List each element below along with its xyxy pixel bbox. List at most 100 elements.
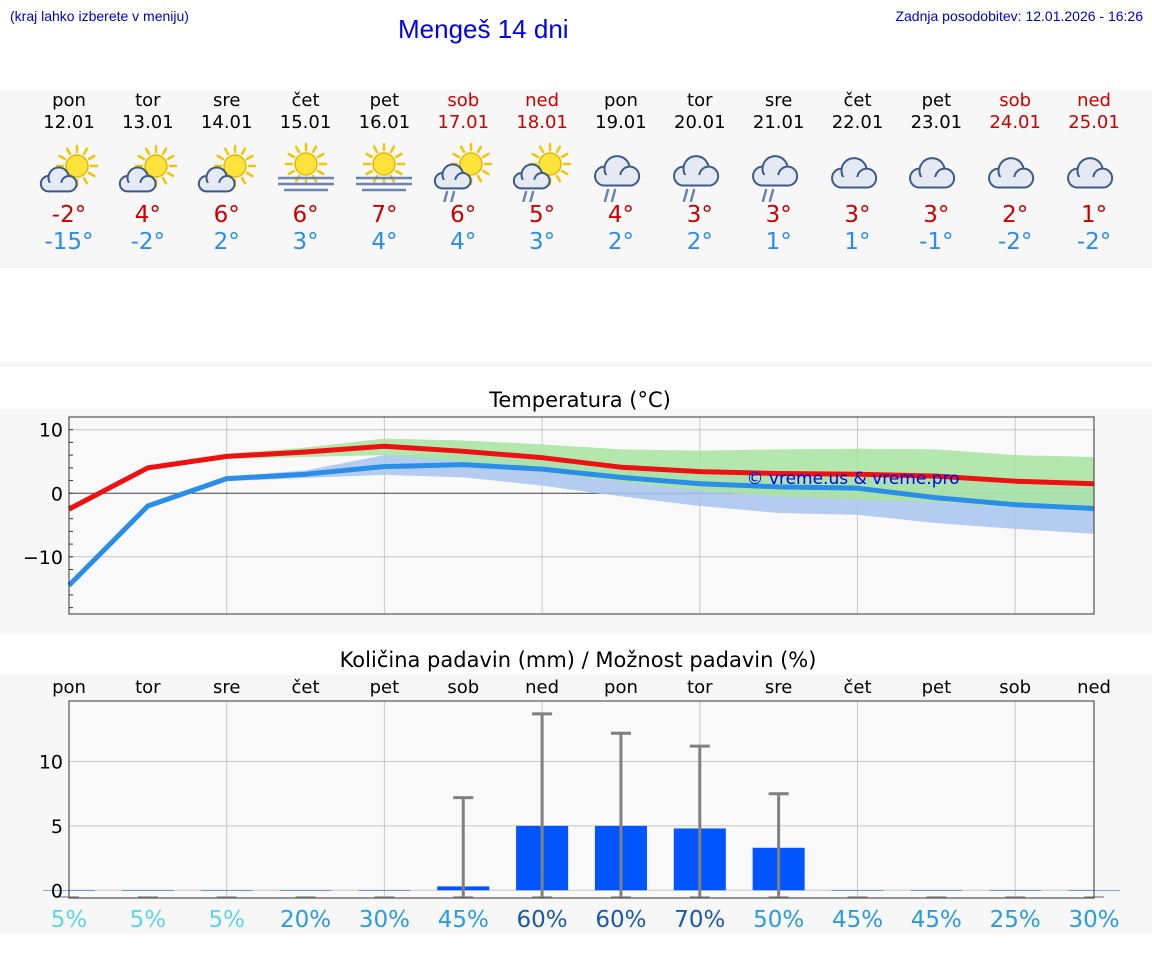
temperature-point (305, 473, 307, 475)
min-temperature-line (67, 462, 1095, 588)
min-temperature: -2° (130, 229, 166, 255)
max-temperature: 4° (607, 202, 634, 228)
day-column: ned 25.01 1° -2° (1054, 90, 1134, 256)
max-temperature: 6° (213, 202, 240, 228)
precipitation-chart: pon tor sre čet pet sob ned pon tor sre čet pet sob n… (39, 677, 1121, 933)
precipitation-bar (279, 890, 332, 891)
temperature-point (699, 471, 701, 473)
precipitation-bar (910, 890, 963, 891)
sun-fog-icon (277, 142, 334, 192)
min-temperature: -2° (1076, 229, 1112, 255)
category-label: ned (525, 677, 559, 698)
max-temperature: 1° (1080, 202, 1108, 228)
day-column: čet 15.01 6° 3° (266, 90, 346, 256)
day-column: tor 20.01 3° 2° (660, 90, 740, 256)
day-name: pet (921, 90, 952, 111)
category-label: sob (999, 677, 1031, 698)
day-name: sob (447, 90, 480, 111)
precipitation-probability: 30% (359, 907, 410, 933)
day-name: sob (999, 90, 1032, 111)
cloudy-icon (909, 157, 956, 189)
temperature-point (1014, 504, 1016, 506)
partly-sunny-icon (118, 144, 178, 193)
temperature-point (226, 478, 228, 480)
temperature-chart: 10 0 −10 © vreme.us & vreme.pro (23, 416, 1095, 615)
day-column: pon 12.01 -2° -15° (29, 90, 109, 256)
category-label: čet (292, 677, 320, 698)
temperature-point (147, 467, 149, 469)
temperature-point (935, 497, 937, 499)
category-label: pon (52, 677, 86, 698)
max-temperature: 3° (686, 202, 713, 228)
plot-frame (68, 700, 1095, 899)
day-name: sre (212, 90, 241, 111)
day-column: sre 14.01 6° 2° (187, 90, 267, 256)
day-column: sob 24.01 2° -2° (975, 90, 1055, 256)
cloud-rain-icon (593, 155, 641, 202)
category-label: pon (604, 677, 638, 698)
cloud-rain-icon (672, 155, 719, 202)
min-temperature: 1° (844, 229, 871, 255)
day-date: 17.01 (437, 112, 490, 133)
day-date: 14.01 (200, 112, 253, 133)
max-temperature: 4° (134, 202, 161, 228)
precipitation-bar (989, 890, 1042, 891)
day-column: sob 17.01 6° 4° (423, 90, 503, 256)
cloudy-icon (1067, 157, 1114, 189)
temperature-point (778, 486, 780, 488)
precipitation-probability: 45% (911, 907, 962, 933)
day-date: 16.01 (358, 112, 411, 133)
min-temperature: -1° (919, 229, 954, 255)
temperature-point (699, 483, 701, 485)
precipitation-probability: 25% (990, 907, 1041, 933)
day-date: 15.01 (279, 112, 332, 133)
day-date: 25.01 (1068, 112, 1120, 133)
sun-cloud-rain-icon (512, 142, 572, 202)
day-column: pet 16.01 7° 4° (344, 90, 424, 256)
y-tick-label: 0 (51, 483, 63, 505)
day-date: 24.01 (989, 112, 1041, 133)
day-date: 23.01 (910, 112, 963, 133)
cloud-rain-icon (751, 155, 798, 202)
temperature-point (462, 450, 464, 452)
plot-frame (68, 416, 1095, 615)
max-temperature: 3° (923, 202, 950, 228)
day-date: 22.01 (831, 112, 884, 133)
precipitation-probability: 5% (130, 907, 167, 933)
precipitation-probability: 20% (280, 907, 331, 933)
precipitation-probability: 5% (208, 907, 245, 933)
y-tick-label: 10 (39, 420, 63, 442)
precipitation-probability: 30% (1068, 907, 1119, 933)
day-date: 18.01 (516, 112, 568, 133)
plot-area (69, 701, 1094, 898)
divider (0, 362, 1152, 367)
temperature-point (620, 476, 622, 478)
min-temperature: -2° (997, 229, 1033, 255)
precipitation-probability: 45% (832, 907, 883, 933)
day-name: sre (764, 90, 793, 111)
day-date: 12.01 (43, 112, 95, 133)
min-temperature: 2° (686, 229, 713, 255)
day-name: ned (525, 90, 560, 111)
category-label: sre (765, 677, 792, 698)
precipitation-probability: 60% (595, 907, 646, 933)
temperature-point (541, 468, 543, 470)
precipitation-bar (831, 890, 884, 891)
min-temperature: 2° (607, 229, 634, 255)
day-column: pet 23.01 3° -1° (896, 90, 976, 256)
y-tick-label: −10 (23, 547, 63, 569)
day-name: pon (52, 90, 86, 111)
day-column: čet 22.01 3° 1° (818, 90, 898, 256)
cloudy-icon (988, 157, 1035, 189)
precipitation-bar (358, 890, 411, 891)
category-label: pet (370, 677, 400, 698)
day-name: tor (687, 90, 713, 111)
forecast-strip-background (0, 90, 1152, 268)
day-column: pon 19.01 4° 2° (581, 90, 661, 256)
location-menu-hint[interactable]: (kraj lahko izberete v meniju) (10, 8, 189, 24)
max-temperature: 2° (1002, 202, 1029, 228)
temperature-point (462, 464, 464, 466)
day-name: pon (604, 90, 638, 111)
temperature-point (857, 473, 858, 475)
precipitation-probability: 5% (51, 907, 88, 933)
